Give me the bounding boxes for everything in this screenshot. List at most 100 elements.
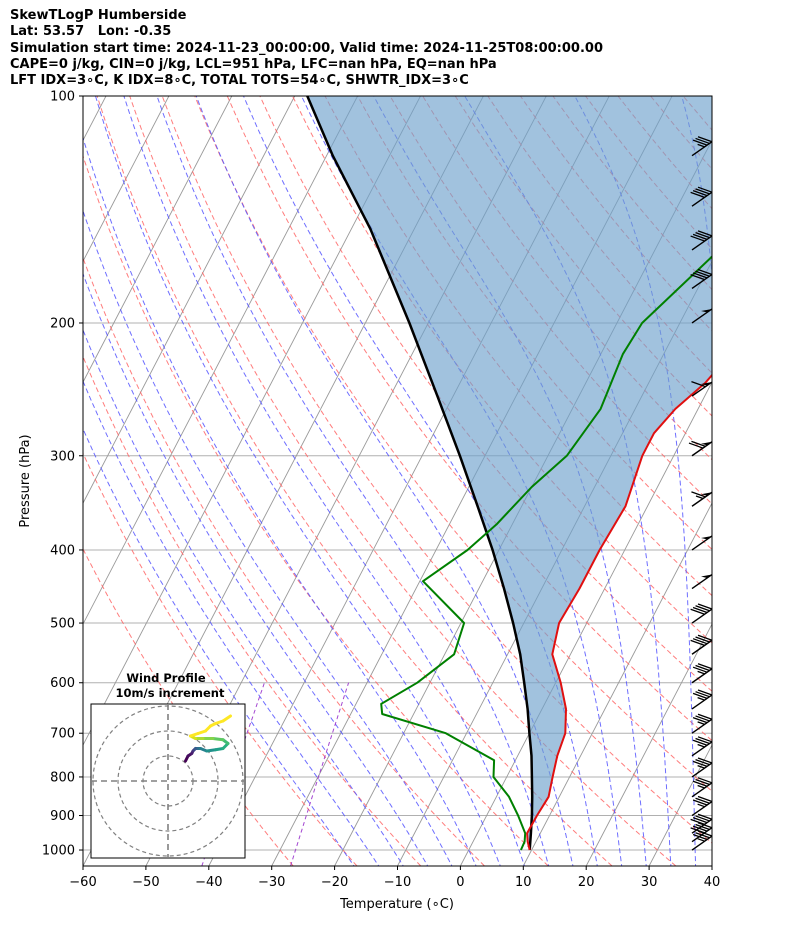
moist-adiabat (83, 379, 380, 866)
dry-adiabat (83, 452, 358, 866)
hodograph-segment (221, 714, 232, 723)
wind-barb-staff (691, 668, 713, 684)
wind-barb (691, 308, 713, 324)
wind-barb (691, 795, 713, 817)
wind-barb-staff (691, 818, 713, 834)
wind-barb-full (695, 832, 710, 839)
wind-barb-full (692, 799, 708, 806)
wind-barb-half (697, 721, 705, 725)
hodograph-plot (91, 704, 245, 858)
dry-adiabat (83, 256, 485, 866)
wind-barb-full (695, 759, 710, 766)
isotherm (83, 96, 233, 384)
isotherm (83, 96, 421, 747)
wind-barb (691, 777, 713, 798)
wind-barb-full (695, 823, 710, 831)
wind-barb (690, 634, 713, 655)
x-tick-label: −30 (258, 875, 285, 890)
wind-barb-full (697, 186, 713, 193)
wind-barb-staff (691, 694, 713, 710)
wind-barb-half (697, 838, 705, 842)
wind-barb (690, 822, 713, 843)
wind-barb-full (690, 274, 705, 281)
wind-barb-staff (691, 639, 713, 655)
wind-barb-full (697, 777, 713, 784)
wind-barb-full (695, 715, 710, 722)
y-tick-label: 600 (50, 676, 75, 691)
wind-barb-full (690, 827, 705, 834)
isotherm (711, 865, 712, 866)
wind-barb (691, 689, 713, 710)
wind-barb-full (697, 795, 713, 803)
y-tick-label: 400 (50, 543, 75, 558)
wind-barb-full (697, 268, 713, 276)
x-tick-label: −10 (384, 875, 411, 890)
wind-barb-full (695, 778, 710, 786)
wind-barb-half (697, 143, 705, 148)
wind-barb-full (695, 636, 710, 643)
wind-barb-staff (691, 491, 713, 507)
dry-adiabat (226, 96, 712, 742)
dry-adiabat (259, 96, 712, 692)
y-tick-label: 100 (50, 90, 75, 105)
wind-barb-half (697, 803, 705, 808)
wind-barb-half (697, 670, 705, 675)
y-tick-label: 800 (50, 770, 75, 785)
wind-barb-full (695, 137, 710, 145)
y-tick-label: 1000 (42, 844, 75, 859)
x-tick-label: 10 (515, 875, 532, 890)
wind-barb (690, 603, 713, 624)
wind-barb-staff (691, 762, 713, 778)
wind-barb-full (690, 191, 705, 198)
dry-adiabat (83, 355, 422, 866)
wind-barb (691, 573, 713, 590)
dry-adiabat (748, 96, 794, 866)
x-tick-label: 40 (704, 875, 721, 890)
wind-barb-full (692, 817, 708, 824)
temperature-line (526, 373, 712, 851)
wind-barb (691, 535, 713, 551)
wind-barb-staff (691, 741, 713, 757)
wind-barb-staff (691, 308, 713, 324)
dry-adiabat (129, 96, 677, 866)
wind-barb-half (697, 697, 705, 701)
y-axis-label: Pressure (hPa) (18, 434, 33, 527)
dry-adiabat (716, 96, 794, 866)
wind-barb-full (692, 139, 708, 146)
wind-barb-half (695, 495, 704, 500)
hodograph-segment (211, 737, 225, 742)
isotherm (83, 96, 358, 626)
y-tick-label: 200 (50, 316, 75, 331)
wind-barb-full (692, 233, 708, 240)
wind-barb-full (697, 757, 713, 764)
wind-barb (691, 663, 713, 684)
isotherm (585, 623, 712, 866)
wind-barb (691, 713, 713, 734)
y-tick-label: 500 (50, 617, 75, 632)
wind-barb (690, 813, 713, 834)
wind-barb (691, 757, 713, 778)
dry-adiabat (781, 96, 794, 866)
wind-barb (690, 268, 713, 290)
wind-barb-full (697, 603, 713, 610)
wind-barb-full (690, 235, 705, 242)
moist-adiabat (156, 96, 550, 866)
wind-barb (690, 230, 713, 251)
wind-barb-staff (691, 800, 713, 817)
wind-barb-full (695, 188, 710, 195)
wind-barb-full (695, 664, 710, 672)
wind-barb-staff (691, 441, 713, 457)
isotherm (775, 96, 794, 866)
moist-adiabat (95, 96, 501, 866)
x-axis-label: Temperature (∘C) (339, 897, 454, 912)
wind-barb-full (691, 491, 706, 498)
wind-barb-flag (701, 308, 712, 313)
wind-barb-half (697, 784, 705, 789)
dry-adiabat (96, 96, 613, 866)
parcel-indices-line: CAPE=0 j/kg, CIN=0 j/kg, LCL=951 hPa, LF… (10, 56, 497, 72)
wind-barb-full (691, 440, 706, 447)
wind-barb-full (697, 813, 713, 820)
x-tick-label: −20 (321, 875, 348, 890)
wind-barb (691, 381, 713, 397)
dewpoint-line (380, 255, 712, 851)
